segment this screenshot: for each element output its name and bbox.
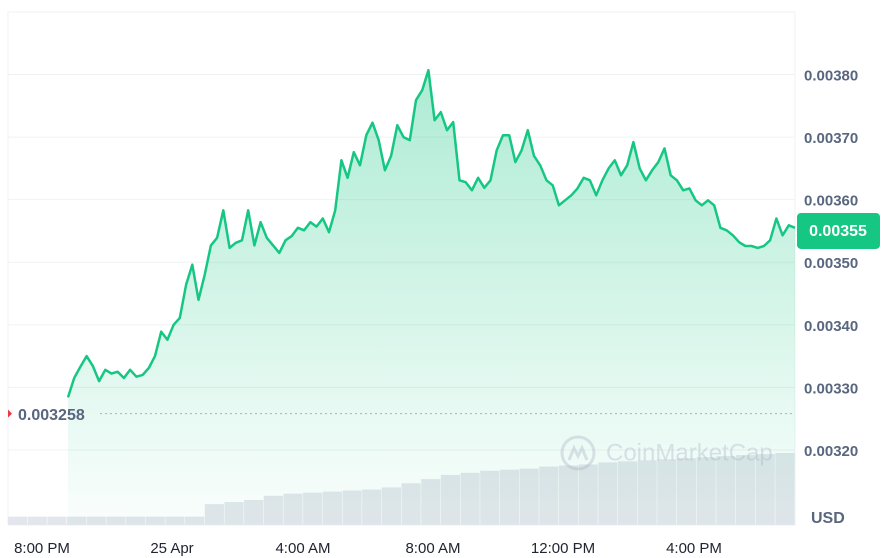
current-price-badge xyxy=(797,212,880,249)
watermark: CoinMarketCap xyxy=(560,435,773,471)
volume-bar xyxy=(27,516,47,525)
currency-label: USD xyxy=(811,510,845,527)
x-tick-label: 8:00 PM xyxy=(14,540,70,557)
x-tick-label: 4:00 PM xyxy=(666,540,722,557)
x-tick-label: 12:00 PM xyxy=(531,540,595,557)
y-tick-label: 0.00340 xyxy=(804,318,858,335)
y-tick-label: 0.00330 xyxy=(804,380,858,397)
y-tick-label: 0.00370 xyxy=(804,130,858,147)
watermark-logo xyxy=(560,435,596,471)
y-tick-label: 0.00380 xyxy=(804,68,858,85)
watermark-logo-mark xyxy=(567,444,589,461)
x-tick-label: 8:00 AM xyxy=(405,540,460,557)
reference-marker xyxy=(8,409,12,418)
x-tick-label: 4:00 AM xyxy=(275,540,330,557)
price-area xyxy=(68,70,795,525)
y-tick-label: 0.00320 xyxy=(804,443,858,460)
y-tick-label: 0.00350 xyxy=(804,255,858,272)
volume-bar xyxy=(47,516,67,525)
volume-bar xyxy=(8,516,28,525)
current-price-label: 0.00355 xyxy=(809,223,867,240)
reference-label: 0.003258 xyxy=(18,407,85,424)
price-line xyxy=(66,68,796,398)
x-tick-label: 25 Apr xyxy=(150,540,193,557)
watermark-text: CoinMarketCap xyxy=(606,439,773,466)
y-tick-label: 0.00360 xyxy=(804,193,858,210)
